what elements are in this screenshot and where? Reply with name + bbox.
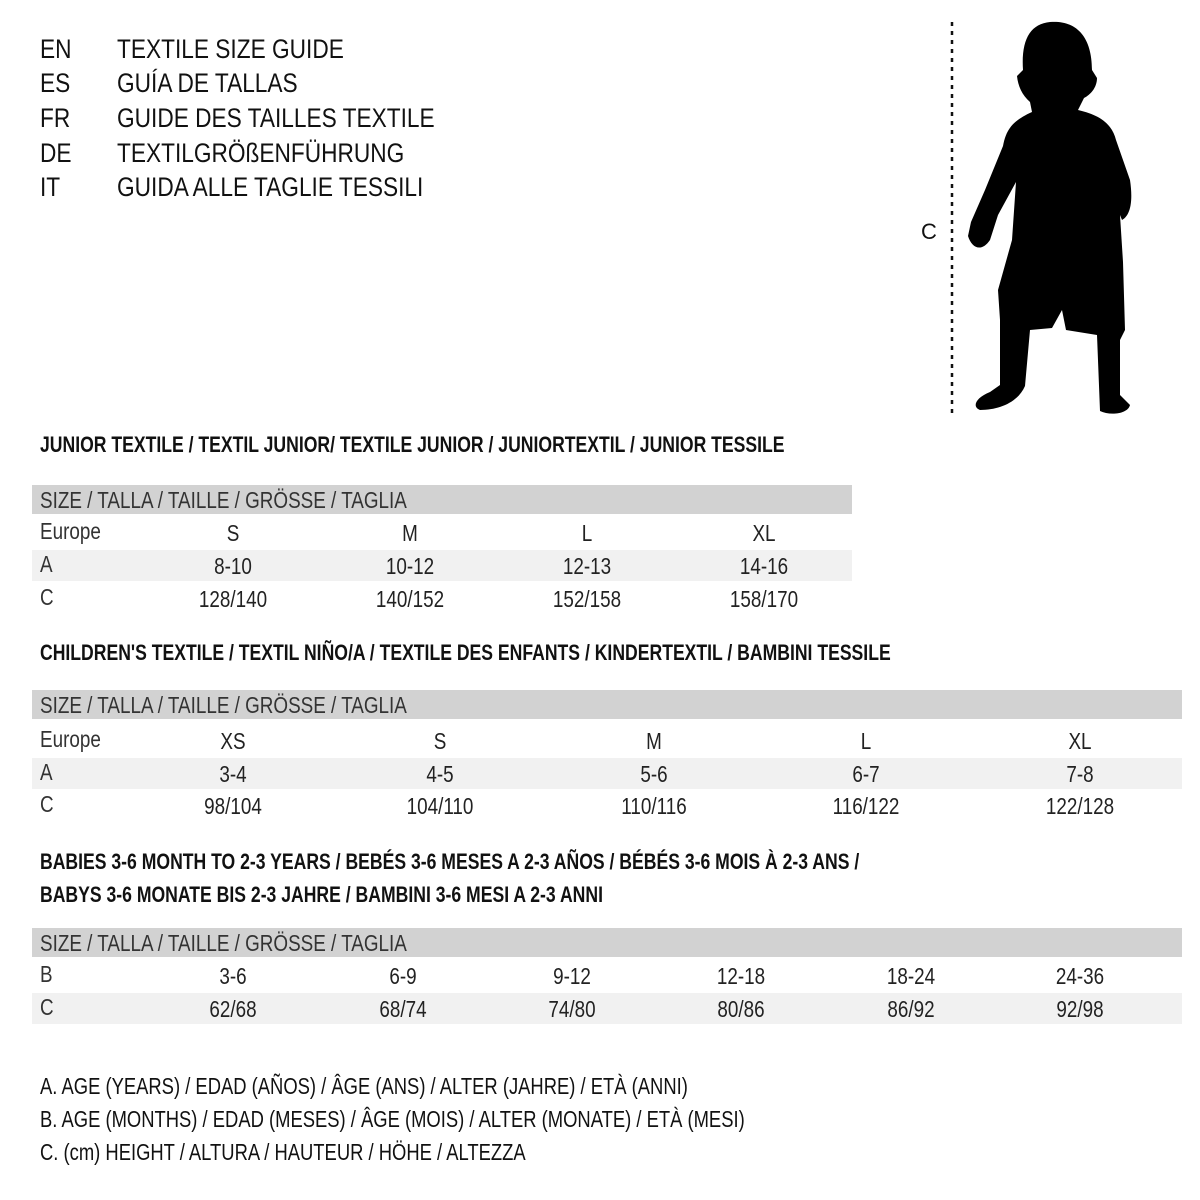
table-cell: 3-4 bbox=[219, 761, 247, 787]
row-label: Europe bbox=[40, 518, 101, 544]
size-header-bar: SIZE / TALLA / TAILLE / GRÖSSE / TAGLIA bbox=[32, 485, 852, 514]
lang-code: EN bbox=[40, 34, 72, 64]
table-cell: 116/122 bbox=[832, 793, 900, 819]
lang-code: FR bbox=[40, 103, 71, 133]
table-cell: 98/104 bbox=[204, 793, 262, 819]
table-cell: 4-5 bbox=[426, 761, 454, 787]
title-text: TEXTILGRÖßENFÜHRUNG bbox=[117, 138, 405, 168]
size-header-bar: SIZE / TALLA / TAILLE / GRÖSSE / TAGLIA bbox=[32, 928, 1182, 957]
lang-code: ES bbox=[40, 68, 71, 98]
table-cell: 80/86 bbox=[717, 996, 765, 1022]
height-label: C bbox=[921, 219, 937, 244]
table-cell: 110/116 bbox=[621, 793, 687, 819]
size-header-label: SIZE / TALLA / TAILLE / GRÖSSE / TAGLIA bbox=[40, 930, 407, 956]
table-cell: 3-6 bbox=[219, 963, 247, 989]
child-silhouette-icon: C bbox=[921, 21, 1132, 414]
table-cell: XS bbox=[220, 728, 246, 754]
row-label: C bbox=[40, 994, 54, 1020]
table-cell: M bbox=[402, 520, 418, 546]
row-label: A bbox=[40, 551, 53, 577]
table-cell: 12-13 bbox=[562, 553, 612, 579]
child-silhouette bbox=[968, 21, 1132, 414]
table-cell: 5-6 bbox=[640, 761, 668, 787]
title-text: GUÍA DE TALLAS bbox=[117, 68, 298, 98]
title-text: GUIDE DES TAILLES TEXTILE bbox=[117, 103, 435, 133]
table-cell: L bbox=[860, 728, 872, 754]
legend-b: B. AGE (MONTHS) / EDAD (MESES) / ÂGE (MO… bbox=[40, 1106, 745, 1132]
table-cell: 158/170 bbox=[729, 586, 799, 612]
table-row: Europe S M L XL bbox=[32, 517, 852, 548]
table-cell: 140/152 bbox=[375, 586, 445, 612]
section-title: JUNIOR TEXTILE / TEXTIL JUNIOR/ TEXTILE … bbox=[40, 432, 785, 457]
section-title: BABYS 3-6 MONATE BIS 2-3 JAHRE / BAMBINI… bbox=[40, 882, 603, 907]
table-cell: 18-24 bbox=[886, 963, 936, 989]
table-cell: 62/68 bbox=[209, 996, 257, 1022]
table-cell: 7-8 bbox=[1066, 761, 1094, 787]
table-cell: 9-12 bbox=[553, 963, 591, 989]
table-row: C 62/68 68/74 74/80 80/86 86/92 92/98 bbox=[32, 993, 1182, 1024]
lang-code: IT bbox=[40, 172, 61, 202]
table-row: B 3-6 6-9 9-12 12-18 18-24 24-36 bbox=[32, 960, 1182, 991]
table-row: C 98/104 104/110 110/116 116/122 122/128 bbox=[32, 790, 1182, 821]
table-cell: 86/92 bbox=[887, 996, 935, 1022]
table-row: A 8-10 10-12 12-13 14-16 bbox=[32, 550, 852, 581]
row-label: C bbox=[40, 791, 54, 817]
table-cell: 24-36 bbox=[1055, 963, 1105, 989]
table-cell: XL bbox=[752, 520, 776, 546]
lang-code: DE bbox=[40, 138, 72, 168]
table-cell: 74/80 bbox=[548, 996, 596, 1022]
title-text: TEXTILE SIZE GUIDE bbox=[117, 34, 344, 64]
row-label: C bbox=[40, 584, 54, 610]
table-cell: 68/74 bbox=[379, 996, 427, 1022]
title-text: GUIDA ALLE TAGLIE TESSILI bbox=[117, 172, 424, 202]
table-cell: 14-16 bbox=[739, 553, 789, 579]
table-row: A 3-4 4-5 5-6 6-7 7-8 bbox=[32, 758, 1182, 789]
row-label: A bbox=[40, 759, 53, 785]
table-cell: S bbox=[226, 520, 240, 546]
size-header-label: SIZE / TALLA / TAILLE / GRÖSSE / TAGLIA bbox=[40, 692, 407, 718]
table-cell: 104/110 bbox=[406, 793, 474, 819]
size-header-bar: SIZE / TALLA / TAILLE / GRÖSSE / TAGLIA bbox=[32, 690, 1182, 719]
table-cell: 92/98 bbox=[1056, 996, 1104, 1022]
size-header-label: SIZE / TALLA / TAILLE / GRÖSSE / TAGLIA bbox=[40, 487, 407, 513]
table-cell: L bbox=[581, 520, 593, 546]
section-title: CHILDREN'S TEXTILE / TEXTIL NIÑO/A / TEX… bbox=[40, 640, 891, 665]
table-cell: M bbox=[646, 728, 662, 754]
table-row: C 128/140 140/152 152/158 158/170 bbox=[32, 583, 852, 614]
table-cell: S bbox=[433, 728, 447, 754]
table-cell: XL bbox=[1068, 728, 1092, 754]
table-cell: 122/128 bbox=[1045, 793, 1115, 819]
legend-a: A. AGE (YEARS) / EDAD (AÑOS) / ÂGE (ANS)… bbox=[40, 1073, 688, 1099]
table-cell: 6-7 bbox=[852, 761, 880, 787]
table-cell: 12-18 bbox=[716, 963, 766, 989]
table-cell: 128/140 bbox=[198, 586, 268, 612]
row-label: B bbox=[40, 961, 53, 987]
row-label: Europe bbox=[40, 726, 101, 752]
table-cell: 6-9 bbox=[389, 963, 417, 989]
section-title: BABIES 3-6 MONTH TO 2-3 YEARS / BEBÉS 3-… bbox=[40, 849, 860, 874]
table-cell: 10-12 bbox=[385, 553, 435, 579]
table-cell: 152/158 bbox=[552, 586, 622, 612]
legend-c: C. (cm) HEIGHT / ALTURA / HAUTEUR / HÖHE… bbox=[40, 1139, 526, 1165]
table-row: Europe XS S M L XL bbox=[32, 725, 1182, 756]
table-cell: 8-10 bbox=[214, 553, 252, 579]
